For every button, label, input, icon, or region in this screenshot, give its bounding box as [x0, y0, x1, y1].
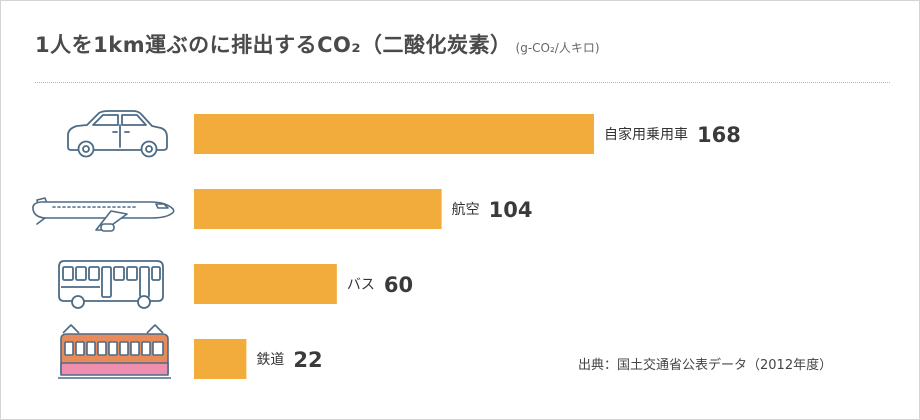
chart-title-main: 1人を1km運ぶのに排出するCO₂（二酸化炭素）	[35, 33, 512, 57]
source-note: 出典：国土交通省公表データ（2012年度）	[578, 358, 833, 373]
title-divider	[35, 82, 890, 83]
vehicle-icons	[32, 110, 175, 379]
value-label-2: 104	[489, 198, 533, 222]
bar-1	[194, 114, 594, 154]
category-label-1: 自家用乗用車	[604, 126, 688, 143]
bar-3	[194, 264, 337, 304]
airplane-icon	[32, 197, 175, 232]
train-icon	[58, 324, 171, 379]
value-label-1: 168	[697, 123, 741, 147]
car-icon	[67, 110, 168, 158]
bar-4	[194, 339, 247, 379]
bus-icon	[58, 260, 164, 309]
category-label-4: 鉄道	[256, 352, 284, 368]
labels-group: 自家用乗用車 168 航空 104 バス 60 鉄道 22	[256, 123, 740, 372]
bar-2	[194, 189, 442, 229]
value-label-4: 22	[293, 348, 322, 372]
chart-title-unit: (g-CO₂/人キロ)	[515, 41, 600, 55]
bars-group	[194, 114, 594, 379]
category-label-3: バス	[347, 277, 375, 293]
value-label-3: 60	[384, 273, 413, 297]
chart-title: 1人を1km運ぶのに排出するCO₂（二酸化炭素） (g-CO₂/人キロ)	[35, 29, 600, 59]
category-label-2: 航空	[452, 202, 480, 218]
